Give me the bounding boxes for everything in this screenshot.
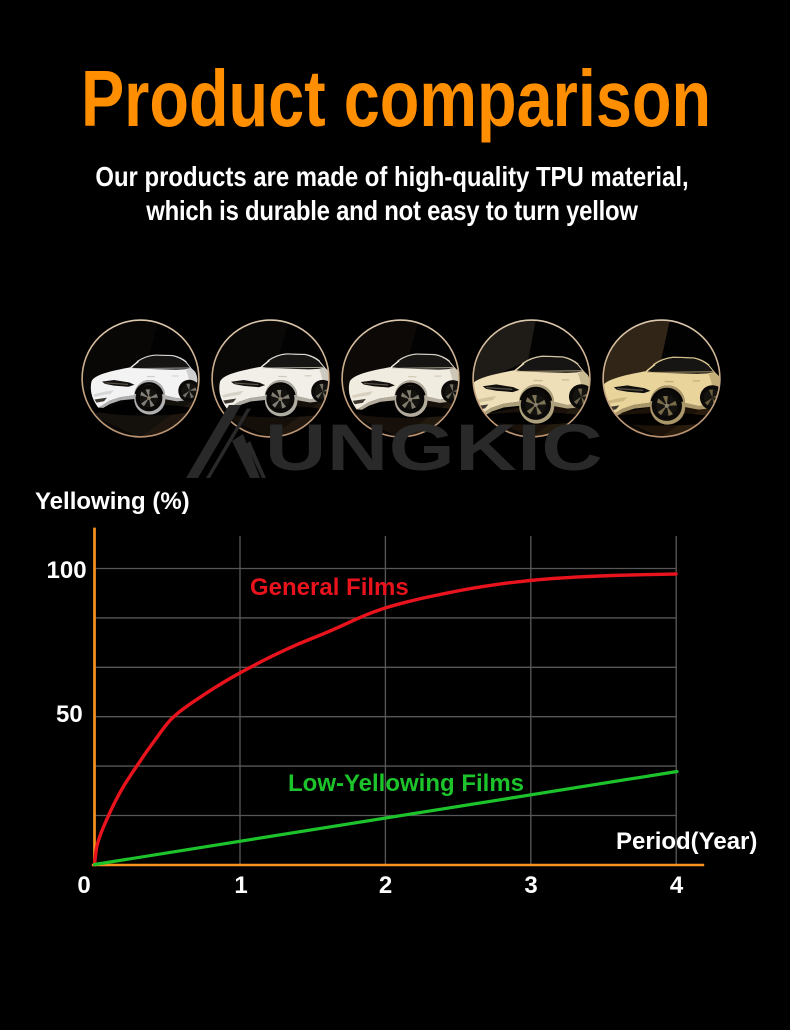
svg-text:3: 3 <box>524 872 537 899</box>
svg-text:4: 4 <box>670 872 684 899</box>
svg-text:2: 2 <box>379 872 392 899</box>
svg-text:1: 1 <box>234 872 247 899</box>
svg-text:Low-Yellowing Films: Low-Yellowing Films <box>288 770 524 797</box>
svg-text:General Films: General Films <box>250 574 409 601</box>
svg-text:UNGKIC: UNGKIC <box>265 411 603 485</box>
svg-text:50: 50 <box>56 701 83 728</box>
svg-text:Period(Year): Period(Year) <box>616 828 757 855</box>
svg-text:0: 0 <box>77 872 90 899</box>
svg-text:100: 100 <box>47 557 87 584</box>
svg-text:Yellowing (%): Yellowing (%) <box>35 488 190 515</box>
